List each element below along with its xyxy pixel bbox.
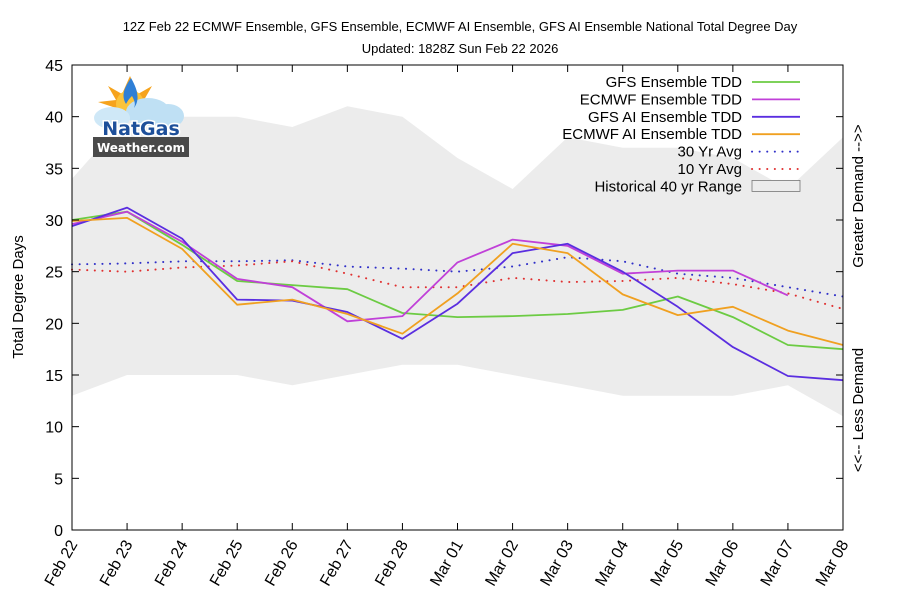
x-tick-label: Mar 03: [537, 537, 577, 589]
chart-subtitle: Updated: 1828Z Sun Feb 22 2026: [362, 41, 559, 56]
y-tick-label: 20: [45, 316, 63, 333]
natgasweather-logo: NatGas Weather.com: [93, 76, 189, 157]
series-layer: [71, 206, 844, 382]
x-tick-label: Feb 24: [152, 537, 192, 589]
legend-swatch-range: [751, 179, 801, 192]
logo-text-natgas: NatGas: [102, 118, 180, 140]
y-tick-label: 30: [45, 213, 63, 230]
chart-title: 12Z Feb 22 ECMWF Ensemble, GFS Ensemble,…: [123, 19, 798, 34]
legend-label: ECMWF AI Ensemble TDD: [562, 126, 742, 143]
x-tick-label: Mar 05: [648, 537, 688, 589]
legend-label: Historical 40 yr Range: [594, 178, 742, 195]
legend-label: 30 Yr Avg: [678, 144, 743, 161]
x-tick-label: Feb 28: [372, 537, 412, 589]
x-tick-label: Mar 07: [758, 537, 798, 589]
flame-icon: [123, 78, 138, 108]
y-tick-label: 15: [45, 368, 63, 385]
y-tick-label: 40: [45, 110, 63, 127]
series-line-gfs-ai-ensemble-tdd: [71, 206, 844, 382]
x-tick-label: Feb 26: [262, 537, 302, 589]
x-tick-label: Feb 23: [97, 537, 137, 589]
legend-label: GFS AI Ensemble TDD: [588, 109, 742, 126]
y-tick-label: 35: [45, 161, 63, 178]
y-tick-label: 0: [54, 523, 63, 540]
legend-label: 10 Yr Avg: [678, 161, 743, 178]
x-tick-label: Mar 08: [813, 537, 853, 589]
y-tick-label: 10: [45, 420, 63, 437]
y-tick-label: 45: [45, 58, 63, 75]
historical-range-layer: [72, 106, 843, 417]
less-demand-label: <<-- Less Demand: [850, 348, 867, 472]
series-line-30-yr-avg: [71, 256, 844, 298]
greater-demand-label: Greater Demand -->>: [850, 124, 867, 268]
x-tick-label: Mar 06: [703, 537, 743, 589]
x-tick-label: Feb 22: [42, 537, 82, 589]
y-axis-label: Total Degree Days: [10, 235, 27, 358]
series-line-ecmwf-ai-ensemble-tdd: [71, 216, 844, 346]
logo-text-url: Weather.com: [97, 141, 185, 155]
cloud-icon: [94, 98, 184, 129]
x-tick-label: Feb 27: [317, 537, 357, 589]
x-tick-label: Feb 25: [207, 537, 247, 589]
logo-url-band: [93, 137, 189, 157]
y-tick-label: 5: [54, 471, 63, 488]
legend-label: ECMWF Ensemble TDD: [580, 91, 742, 108]
x-tick-label: Mar 04: [593, 537, 633, 589]
y-tick-label: 25: [45, 265, 63, 282]
historical-range-band: [72, 106, 843, 417]
legend-label: GFS Ensemble TDD: [606, 74, 743, 91]
x-tick-label: Mar 01: [427, 537, 467, 589]
x-tick-label: Mar 02: [482, 537, 522, 589]
